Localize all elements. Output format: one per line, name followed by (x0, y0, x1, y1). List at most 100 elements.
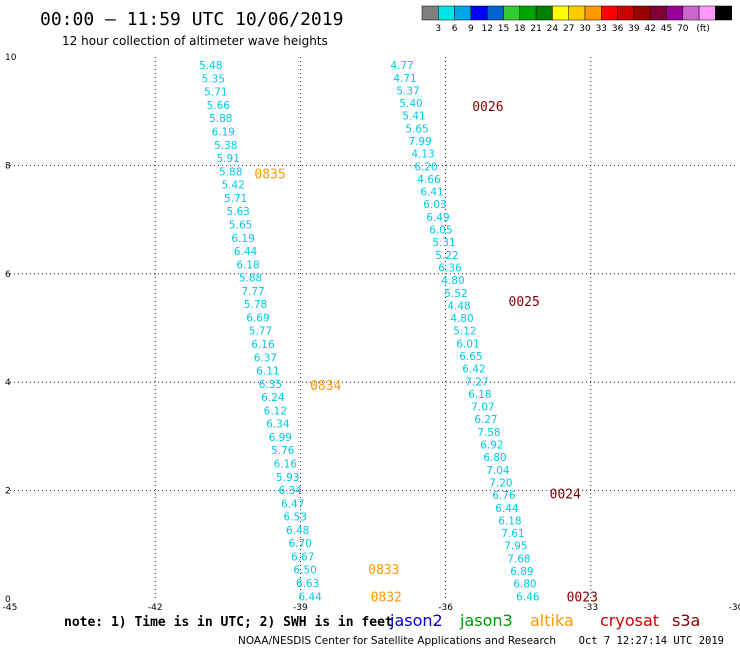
wave-height-label: 6.16 (251, 339, 275, 351)
color-swatch (649, 5, 667, 21)
wave-height-label: 4.77 (390, 60, 413, 72)
wave-height-label: 6.47 (281, 498, 304, 510)
color-swatch (421, 5, 439, 21)
wave-height-label: 5.93 (276, 472, 299, 484)
y-tick-label: 8 (5, 161, 11, 171)
wave-height-label: 6.27 (474, 414, 497, 426)
time-label: 0832 (371, 590, 402, 605)
chart-title: 00:00 – 11:59 UTC 10/06/2019 (40, 9, 343, 30)
wave-height-label: 6.67 (291, 551, 314, 563)
color-swatch (601, 5, 618, 21)
wave-height-label: 6.49 (426, 212, 449, 224)
color-swatch (438, 5, 455, 21)
wave-height-label: 5.31 (432, 237, 455, 249)
color-scale-label: 42 (644, 24, 655, 34)
color-swatch (682, 5, 700, 21)
wave-height-label: 6.36 (438, 262, 462, 274)
wave-height-label: 6.53 (284, 512, 307, 524)
wave-height-label: 5.91 (217, 153, 240, 165)
color-scale-label: 15 (498, 24, 509, 34)
wave-height-label: 4.80 (441, 275, 464, 287)
wave-height-label: 7.99 (408, 136, 431, 148)
wave-height-label: 5.66 (207, 100, 231, 112)
wave-height-label: 6.19 (212, 127, 235, 139)
wave-height-label: 6.80 (483, 452, 506, 464)
wave-height-label: 6.99 (269, 432, 292, 444)
wave-height-label: 5.65 (405, 123, 428, 135)
wave-height-label: 5.41 (402, 111, 425, 123)
wave-height-label: 5.38 (214, 140, 237, 152)
time-label: 0833 (368, 563, 399, 578)
color-swatch (715, 5, 732, 21)
wave-height-label: 5.78 (244, 299, 267, 311)
color-swatch (552, 5, 569, 21)
y-tick-label: 4 (5, 378, 11, 388)
axis-tick-labels: -45 -42 -39 -36 -33 -30 0 2 4 6 8 10 (3, 53, 740, 613)
x-tick-label: -33 (583, 603, 598, 613)
color-swatch (666, 5, 684, 21)
wave-height-label: 6.34 (266, 419, 290, 431)
time-label: 0835 (254, 168, 285, 183)
color-swatch (698, 5, 716, 21)
legend-item-jason2: jason2 (389, 611, 443, 630)
wave-height-label: 6.41 (420, 187, 443, 199)
plot-grid (10, 57, 736, 599)
wave-height-label: 7.27 (465, 376, 488, 388)
color-scale-label: 45 (661, 24, 672, 34)
wave-height-label: 5.88 (239, 273, 262, 285)
time-label: 0024 (550, 487, 581, 502)
wave-height-label: 6.34 (279, 485, 303, 497)
color-scale-label: 3 (435, 24, 441, 34)
time-label: 0023 (567, 590, 598, 605)
wave-height-label: 4.66 (417, 174, 441, 186)
satellite-tracks: 5.485.355.715.665.886.195.385.915.885.42… (199, 60, 598, 605)
wave-height-label: 6.35 (259, 379, 282, 391)
color-swatch (617, 5, 635, 21)
color-swatch (470, 5, 488, 21)
wave-height-label: 6.92 (480, 440, 503, 452)
wave-height-label: 6.44 (495, 503, 519, 515)
wave-height-label: 4.48 (447, 300, 470, 312)
legend-item-s3a: s3a (672, 611, 700, 630)
wave-height-label: 6.44 (298, 591, 322, 603)
wave-height-label: 4.80 (450, 313, 473, 325)
wave-height-label: 6.44 (234, 246, 258, 258)
wave-height-label: 6.03 (423, 199, 446, 211)
wave-height-label: 6.48 (286, 525, 309, 537)
wave-height-label: 7.20 (489, 477, 512, 489)
color-swatch (633, 5, 651, 21)
color-scale-label: 36 (612, 24, 624, 34)
satellite-legend: jason2 jason3 altika cryosat s3a (389, 611, 700, 630)
wave-height-color-scale: 3 6 9 12 15 18 21 24 27 30 33 36 39 42 45 70 (ft) (421, 5, 732, 34)
wave-height-label: 6.24 (261, 392, 285, 404)
wave-height-label: 6.12 (264, 405, 287, 417)
wave-height-label: 7.04 (486, 465, 510, 477)
y-tick-label: 0 (5, 595, 11, 605)
color-scale-label: 33 (596, 24, 607, 34)
wave-height-label: 7.07 (471, 402, 494, 414)
color-scale-label: 9 (468, 24, 474, 34)
wave-height-label: 6.11 (256, 366, 279, 378)
color-swatch (503, 5, 521, 21)
wave-height-label: 6.89 (510, 566, 533, 578)
x-tick-label: -45 (3, 603, 18, 613)
wave-height-label: 6.18 (498, 515, 521, 527)
chart-subtitle: 12 hour collection of altimeter wave hei… (62, 34, 328, 48)
legend-item-cryosat: cryosat (600, 611, 659, 630)
color-scale-label: 12 (481, 24, 492, 34)
color-swatch (486, 5, 504, 21)
color-swatch (454, 5, 472, 21)
wave-height-label: 6.01 (456, 338, 479, 350)
wave-height-label: 6.19 (231, 233, 254, 245)
wave-height-label: 6.76 (492, 490, 516, 502)
color-scale-label: 6 (452, 24, 458, 34)
color-scale-label: (ft) (696, 24, 710, 34)
wave-height-label: 7.58 (477, 427, 500, 439)
color-swatch (568, 5, 586, 21)
wave-height-label: 6.18 (468, 389, 491, 401)
color-scale-label: 30 (579, 24, 591, 34)
time-label: 0834 (310, 379, 341, 394)
color-swatch (584, 5, 602, 21)
x-tick-label: -30 (729, 603, 740, 613)
